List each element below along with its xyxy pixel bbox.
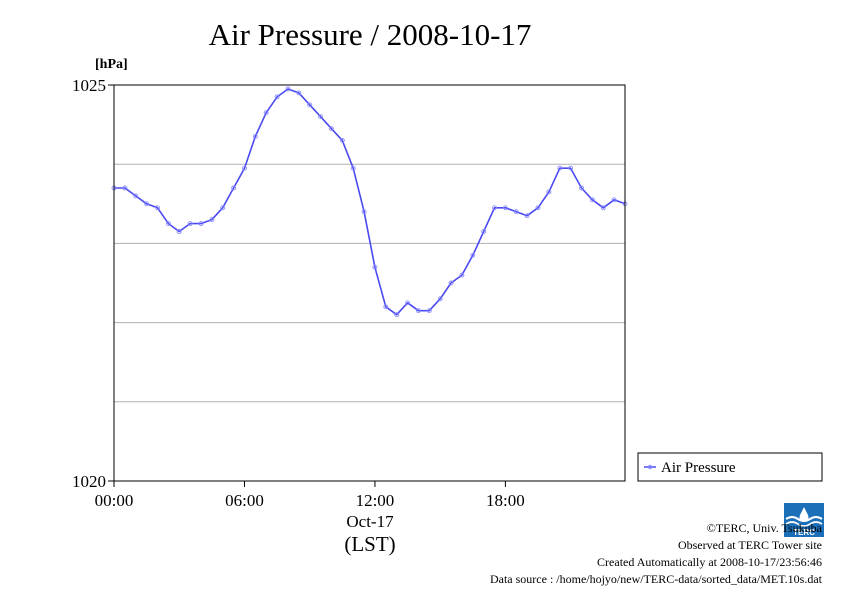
data-point [350, 165, 356, 171]
data-point [220, 205, 226, 211]
data-point [252, 134, 258, 139]
data-point [502, 205, 508, 211]
data-point [231, 185, 237, 191]
chart-title: Air Pressure / 2008-10-17 [209, 17, 532, 52]
data-point [426, 308, 432, 314]
data-point [144, 201, 150, 207]
data-point [383, 304, 389, 310]
data-point [589, 197, 595, 203]
data-point [242, 165, 247, 171]
data-point [405, 300, 411, 306]
data-point [459, 272, 465, 278]
data-point [415, 308, 421, 314]
data-point [513, 209, 519, 215]
data-point [133, 193, 139, 199]
data-point [209, 217, 215, 223]
x-tick-label: 06:00 [225, 491, 264, 510]
data-point [198, 221, 204, 227]
data-point [122, 185, 128, 191]
data-point [274, 94, 280, 100]
data-point [318, 114, 324, 120]
plot-frame [113, 84, 626, 482]
data-point [448, 280, 454, 286]
copyright-text: ©TERC, Univ. Tsukuba [706, 521, 822, 535]
observed-text: Observed at TERC Tower site [677, 538, 822, 552]
series-layer [111, 86, 628, 318]
series-line [114, 88, 626, 316]
x-tick-label: 18:00 [486, 491, 525, 510]
y-tick-label: 1020 [72, 472, 106, 491]
svg-text:TERC: TERC [793, 528, 815, 537]
data-point [437, 296, 443, 302]
legend-label: Air Pressure [661, 460, 736, 476]
x-tick-label: 00:00 [95, 491, 134, 510]
y-tick-label: 1025 [72, 76, 106, 95]
data-point [535, 205, 541, 211]
data-point [155, 205, 160, 211]
legend-box [637, 452, 823, 482]
data-point [165, 221, 171, 227]
data-point [307, 102, 313, 108]
x-axis-label: (LST) [344, 532, 395, 556]
x-tick-label: 12:00 [356, 491, 395, 510]
data-point [481, 229, 487, 234]
data-point [600, 205, 606, 211]
legend: Air Pressure [637, 452, 823, 482]
data-point [611, 197, 617, 203]
data-point [285, 86, 291, 92]
data-point [372, 264, 378, 270]
y-axis-unit: [hPa] [95, 57, 128, 72]
data-point [579, 185, 584, 191]
created-text: Created Automatically at 2008-10-17/23:5… [597, 555, 822, 569]
data-point [557, 165, 563, 171]
data-point [187, 221, 193, 227]
data-point [568, 165, 574, 171]
x-date-label: Oct-17 [346, 512, 394, 531]
data-point [263, 110, 269, 116]
legend-marker-icon [647, 464, 653, 470]
data-point [470, 252, 476, 258]
data-point [394, 312, 400, 318]
data-point [546, 189, 552, 195]
data-point [524, 213, 530, 219]
data-point [339, 137, 345, 143]
data-point [492, 205, 497, 211]
terc-logo: TERC [784, 503, 824, 537]
data-point [176, 229, 182, 234]
grid-lines [114, 163, 625, 403]
data-point [296, 90, 302, 96]
data-point [328, 126, 334, 132]
data-point [361, 209, 367, 215]
data-source-text: Data source : /home/hojyo/new/TERC-data/… [489, 572, 822, 586]
